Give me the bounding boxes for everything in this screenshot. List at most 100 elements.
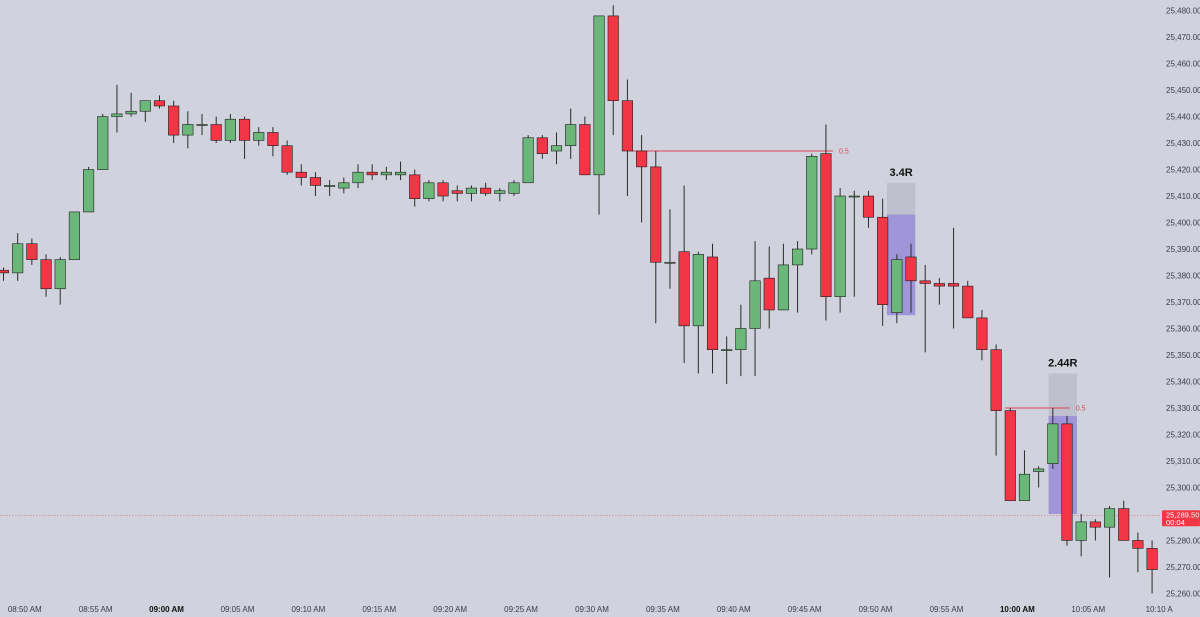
candle-body-50 bbox=[706, 256, 719, 350]
candle-body-30 bbox=[423, 182, 435, 199]
candle-body-37 bbox=[522, 137, 534, 184]
candle-body-79 bbox=[1118, 508, 1130, 541]
time-axis[interactable]: 08:50 AM 08:55 AM 09:00 AM 09:05 AM 09:10 AM… bbox=[8, 605, 1174, 614]
price-axis-tick-label: 25,440.00 bbox=[1166, 113, 1200, 122]
candle-body-72 bbox=[1018, 473, 1031, 501]
candle-body-43 bbox=[607, 15, 619, 101]
time-axis-tick-label: 10:00 AM bbox=[1000, 605, 1035, 614]
candle-body-63 bbox=[891, 259, 903, 313]
candle-body-10 bbox=[139, 100, 151, 112]
candle-body-19 bbox=[267, 132, 279, 147]
price-axis-tick-label: 25,370.00 bbox=[1166, 298, 1200, 307]
price-axis-tick-label: 25,410.00 bbox=[1166, 192, 1200, 201]
time-axis-tick-label: 09:50 AM bbox=[859, 605, 893, 614]
candle-body-29 bbox=[409, 174, 421, 199]
current-price-tag-bg bbox=[1162, 510, 1200, 527]
candle-body-75 bbox=[1061, 423, 1073, 541]
risk-box-0 bbox=[886, 182, 916, 215]
price-axis-tick-label: 25,350.00 bbox=[1166, 351, 1200, 360]
candle-body-81 bbox=[1146, 548, 1158, 570]
candle-body-71 bbox=[1004, 410, 1016, 501]
candle-body-69 bbox=[976, 317, 988, 350]
candle-body-44 bbox=[621, 100, 633, 152]
candle-body-60 bbox=[848, 195, 860, 198]
candle-body-5 bbox=[68, 211, 80, 260]
candle-body-53 bbox=[749, 280, 761, 329]
candle-body-77 bbox=[1089, 521, 1101, 528]
time-axis-tick-label: 09:20 AM bbox=[433, 605, 467, 614]
candle-body-4 bbox=[54, 259, 66, 290]
time-axis-tick-label: 09:55 AM bbox=[930, 605, 964, 614]
price-axis-tick-label: 25,280.00 bbox=[1166, 536, 1200, 545]
time-axis-tick-label: 09:10 AM bbox=[291, 605, 325, 614]
candle-body-33 bbox=[465, 187, 477, 194]
candle-body-7 bbox=[97, 116, 109, 170]
candle-body-76 bbox=[1075, 521, 1087, 541]
candle-body-14 bbox=[196, 124, 208, 126]
candle-body-59 bbox=[834, 195, 846, 298]
candle-body-41 bbox=[579, 124, 591, 176]
candle-body-20 bbox=[281, 145, 293, 173]
candle-body-57 bbox=[806, 155, 818, 250]
candle-body-64 bbox=[905, 256, 917, 282]
candle-body-49 bbox=[692, 254, 704, 327]
time-axis-tick-label: 09:05 AM bbox=[221, 605, 255, 614]
candle-body-80 bbox=[1132, 540, 1144, 549]
time-axis-tick-label: 09:30 AM bbox=[575, 605, 609, 614]
time-axis-tick-label: 09:35 AM bbox=[646, 605, 680, 614]
candle-body-38 bbox=[536, 137, 548, 154]
time-axis-tick-label: 09:45 AM bbox=[788, 605, 822, 614]
candle-body-6 bbox=[83, 169, 95, 213]
candle-body-74 bbox=[1047, 423, 1059, 464]
candle-body-25 bbox=[352, 171, 364, 184]
candle-body-67 bbox=[948, 283, 960, 287]
r-multiple-label-0: 3.4R bbox=[889, 167, 912, 179]
time-axis-tick-label: 09:00 AM bbox=[149, 605, 184, 614]
candle-body-12 bbox=[168, 105, 180, 136]
candle-body-23 bbox=[324, 185, 336, 187]
price-axis-tick-label: 25,430.00 bbox=[1166, 139, 1200, 148]
time-axis-tick-label: 08:55 AM bbox=[79, 605, 113, 614]
candle-body-15 bbox=[210, 124, 222, 141]
candle-body-22 bbox=[309, 177, 322, 186]
candle-body-78 bbox=[1103, 508, 1116, 528]
price-axis-tick-label: 25,470.00 bbox=[1166, 33, 1200, 42]
price-axis-tick-label: 25,460.00 bbox=[1166, 60, 1200, 69]
time-axis-tick-label: 09:25 AM bbox=[504, 605, 538, 614]
current-price-value: 25,289.50 bbox=[1166, 510, 1199, 519]
candle-body-9 bbox=[125, 110, 137, 115]
time-axis-tick-label: 10:10 A bbox=[1146, 605, 1174, 614]
candles bbox=[0, 5, 1158, 594]
candle-body-42 bbox=[593, 15, 605, 176]
candle-body-56 bbox=[792, 248, 804, 266]
candle-body-3 bbox=[40, 259, 52, 290]
candle-body-65 bbox=[919, 280, 931, 284]
candle-body-34 bbox=[480, 187, 492, 194]
price-axis-tick-label: 25,420.00 bbox=[1166, 166, 1200, 175]
candle-body-17 bbox=[239, 118, 251, 141]
price-axis-tick-label: 25,310.00 bbox=[1166, 457, 1200, 466]
candle-body-18 bbox=[253, 132, 265, 141]
price-axis-tick-label: 25,320.00 bbox=[1166, 430, 1200, 439]
candle-body-32 bbox=[451, 190, 463, 194]
candle-body-48 bbox=[678, 251, 690, 327]
candle-body-68 bbox=[962, 285, 974, 319]
candle-body-51 bbox=[721, 349, 733, 351]
price-axis-tick-label: 25,480.00 bbox=[1166, 7, 1200, 16]
candle-body-52 bbox=[735, 328, 747, 350]
time-axis-tick-label: 09:15 AM bbox=[362, 605, 396, 614]
candle-body-54 bbox=[763, 277, 775, 311]
fib-levels: 0.5 0.5 bbox=[630, 149, 1086, 412]
candle-body-24 bbox=[338, 182, 350, 189]
candle-body-39 bbox=[550, 145, 563, 152]
time-axis-tick-label: 10:05 AM bbox=[1071, 605, 1105, 614]
candle-body-27 bbox=[380, 171, 392, 176]
price-axis-tick-label: 25,450.00 bbox=[1166, 86, 1200, 95]
price-axis-tick-label: 25,400.00 bbox=[1166, 219, 1200, 228]
candle-body-55 bbox=[777, 264, 789, 311]
candle-body-13 bbox=[182, 124, 194, 136]
candle-body-0 bbox=[0, 269, 10, 274]
candle-body-47 bbox=[664, 261, 676, 264]
